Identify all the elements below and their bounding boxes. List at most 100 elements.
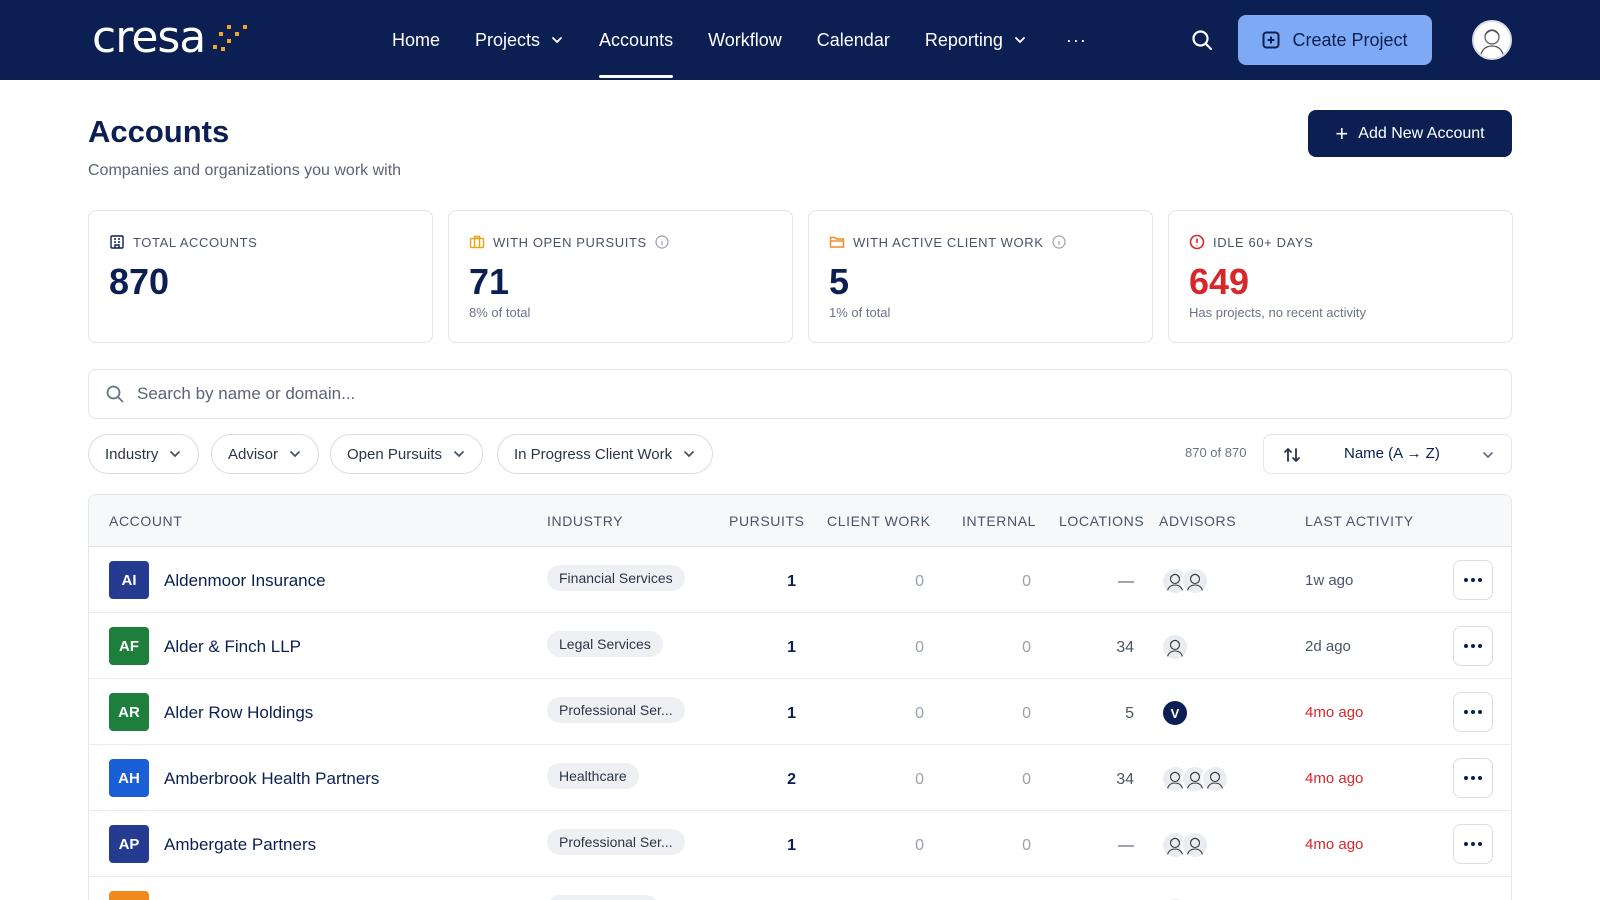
account-name-link[interactable]: Aldenmoor Insurance <box>164 571 326 590</box>
industry-tag: Legal Services <box>547 631 663 657</box>
industry-tag: Professional Ser... <box>547 829 685 855</box>
account-name-link[interactable]: Alder & Finch LLP <box>164 637 302 656</box>
chevron-down-icon <box>684 451 695 458</box>
table-row[interactable]: AP Ambergate Partners Professional Ser... 1… <box>89 811 1511 877</box>
advisor-avatar[interactable] <box>1181 831 1209 859</box>
row-actions-button[interactable] <box>1453 824 1493 864</box>
nav-more-menu[interactable]: ··· <box>1065 29 1087 50</box>
row-actions-button[interactable] <box>1453 758 1493 798</box>
nav-item-home[interactable]: Home <box>392 0 440 80</box>
table-row[interactable]: AI Aldenmoor Insurance Financial Services 1… <box>89 547 1511 613</box>
advisors-stack: V <box>1161 699 1189 727</box>
briefcase-icon <box>469 235 485 249</box>
nav-item-label: Reporting <box>924 29 1003 50</box>
advisors-stack <box>1161 765 1229 793</box>
col-last-activity[interactable]: LAST ACTIVITY <box>1305 513 1414 529</box>
internal-count: 0 <box>1022 705 1031 722</box>
advisor-avatar[interactable] <box>1201 765 1229 793</box>
row-actions-button[interactable] <box>1453 560 1493 600</box>
add-new-account-button[interactable]: + Add New Account <box>1308 110 1512 157</box>
account-name-link[interactable]: Ambergate Partners <box>164 835 317 854</box>
filter-industry[interactable]: Industry <box>88 434 200 474</box>
person-sketch-icon <box>1166 573 1184 593</box>
nav-item-reporting[interactable]: Reporting <box>925 0 1027 80</box>
sort-select[interactable]: Name (A → Z) <box>1263 434 1512 474</box>
row-actions-button[interactable] <box>1453 692 1493 732</box>
pursuits-count[interactable]: 1 <box>787 639 796 656</box>
advisor-avatar[interactable] <box>1161 633 1189 661</box>
sort-value: Name (A → Z) <box>1344 445 1440 462</box>
account-initials-avatar: AP <box>109 825 149 863</box>
nav-item-calendar[interactable]: Calendar <box>817 0 890 80</box>
account-initials-avatar: AI <box>109 561 149 599</box>
person-sketch-icon <box>1166 639 1184 659</box>
stat-note: Has projects, no recent activity <box>1189 305 1367 320</box>
nav-item-accounts[interactable]: Accounts <box>599 0 674 80</box>
search-input[interactable] <box>137 384 1437 404</box>
stat-value: 71 <box>469 261 510 302</box>
last-activity: 4mo ago <box>1305 704 1364 721</box>
account-name-link[interactable]: Amberbrook Health Partners <box>164 769 380 788</box>
industry-tag: Healthcare <box>547 763 639 789</box>
building-icon <box>110 235 124 249</box>
col-internal[interactable]: INTERNAL <box>962 513 1037 529</box>
nav-item-label: Calendar <box>816 29 890 50</box>
last-activity: 2d ago <box>1305 638 1351 655</box>
user-avatar[interactable] <box>1472 20 1512 60</box>
cresa-logo[interactable]: cresa <box>92 14 253 62</box>
col-account[interactable]: ACCOUNT <box>109 513 183 529</box>
col-pursuits[interactable]: PURSUITS <box>729 513 805 529</box>
filter-open-pursuits[interactable]: Open Pursuits <box>330 434 484 474</box>
filter-advisor[interactable]: Advisor <box>211 434 320 474</box>
row-actions-button[interactable] <box>1453 626 1493 666</box>
plus-icon: + <box>1335 120 1349 146</box>
stat-card-with-active-client-work: WITH ACTIVE CLIENT WORK 5 1% of total <box>808 210 1153 343</box>
table-row[interactable]: AR Alder Row Holdings Professional Ser... 1… <box>89 679 1511 745</box>
filter-in-progress-client-work[interactable]: In Progress Client Work <box>497 434 714 474</box>
stat-label: WITH ACTIVE CLIENT WORK <box>853 234 1044 250</box>
advisor-avatar[interactable] <box>1181 567 1209 595</box>
search-icon[interactable] <box>1190 28 1214 52</box>
account-initials-avatar: AH <box>109 759 149 797</box>
top-navigation-bar: cresa Home Projects Accounts Workflow Calend… <box>0 0 1600 80</box>
pursuits-count[interactable]: 1 <box>787 837 796 854</box>
person-sketch-icon <box>1166 837 1184 857</box>
info-icon[interactable] <box>1051 235 1066 249</box>
table-row[interactable]: AH Amberbrook Health Partners Healthcare 2 0… <box>89 745 1511 811</box>
last-activity: 4mo ago <box>1305 836 1364 853</box>
advisors-stack <box>1161 633 1189 661</box>
advisor-avatar[interactable]: V <box>1161 699 1189 727</box>
info-icon[interactable] <box>655 235 669 249</box>
client-work-count: 0 <box>915 837 924 854</box>
account-initials-avatar: AR <box>109 693 149 731</box>
nav-item-projects[interactable]: Projects <box>475 0 564 80</box>
search-bar[interactable] <box>88 369 1512 419</box>
person-sketch-icon <box>1479 29 1505 58</box>
stat-card-idle-60-days: IDLE 60+ DAYS 649 Has projects, no recent … <box>1168 210 1513 343</box>
pursuits-count[interactable]: 1 <box>787 705 796 722</box>
pursuits-count[interactable]: 2 <box>787 771 796 788</box>
pursuits-count[interactable]: 1 <box>787 573 796 590</box>
table-header: ACCOUNT INDUSTRY PURSUITS CLIENT WORK IN… <box>89 495 1511 547</box>
filter-label: Open Pursuits <box>347 445 443 463</box>
nav-item-workflow[interactable]: Workflow <box>708 0 782 80</box>
table-row[interactable] <box>89 877 1511 900</box>
last-activity: 4mo ago <box>1305 770 1364 787</box>
accounts-table: ACCOUNT INDUSTRY PURSUITS CLIENT WORK IN… <box>88 494 1512 900</box>
industry-tag: Financial Services <box>547 565 685 591</box>
account-name-link[interactable]: Alder Row Holdings <box>164 703 314 722</box>
stat-header: TOTAL ACCOUNTS <box>109 234 257 250</box>
person-sketch-icon <box>1206 771 1224 791</box>
filter-label: Advisor <box>228 445 279 463</box>
locations-count: — <box>1118 573 1134 590</box>
last-activity: 1w ago <box>1305 572 1354 589</box>
col-industry[interactable]: INDUSTRY <box>547 513 624 529</box>
result-count: 870 of 870 <box>1185 445 1247 460</box>
chevron-down-icon <box>552 37 562 44</box>
table-row[interactable]: AF Alder & Finch LLP Legal Services 1 0 0 34 2d… <box>89 613 1511 679</box>
more-horizontal-icon <box>1464 578 1482 582</box>
col-client-work[interactable]: CLIENT WORK <box>827 513 931 529</box>
col-locations[interactable]: LOCATIONS <box>1059 513 1145 529</box>
stat-value: 649 <box>1189 261 1250 302</box>
create-project-button[interactable]: Create Project <box>1238 15 1432 65</box>
